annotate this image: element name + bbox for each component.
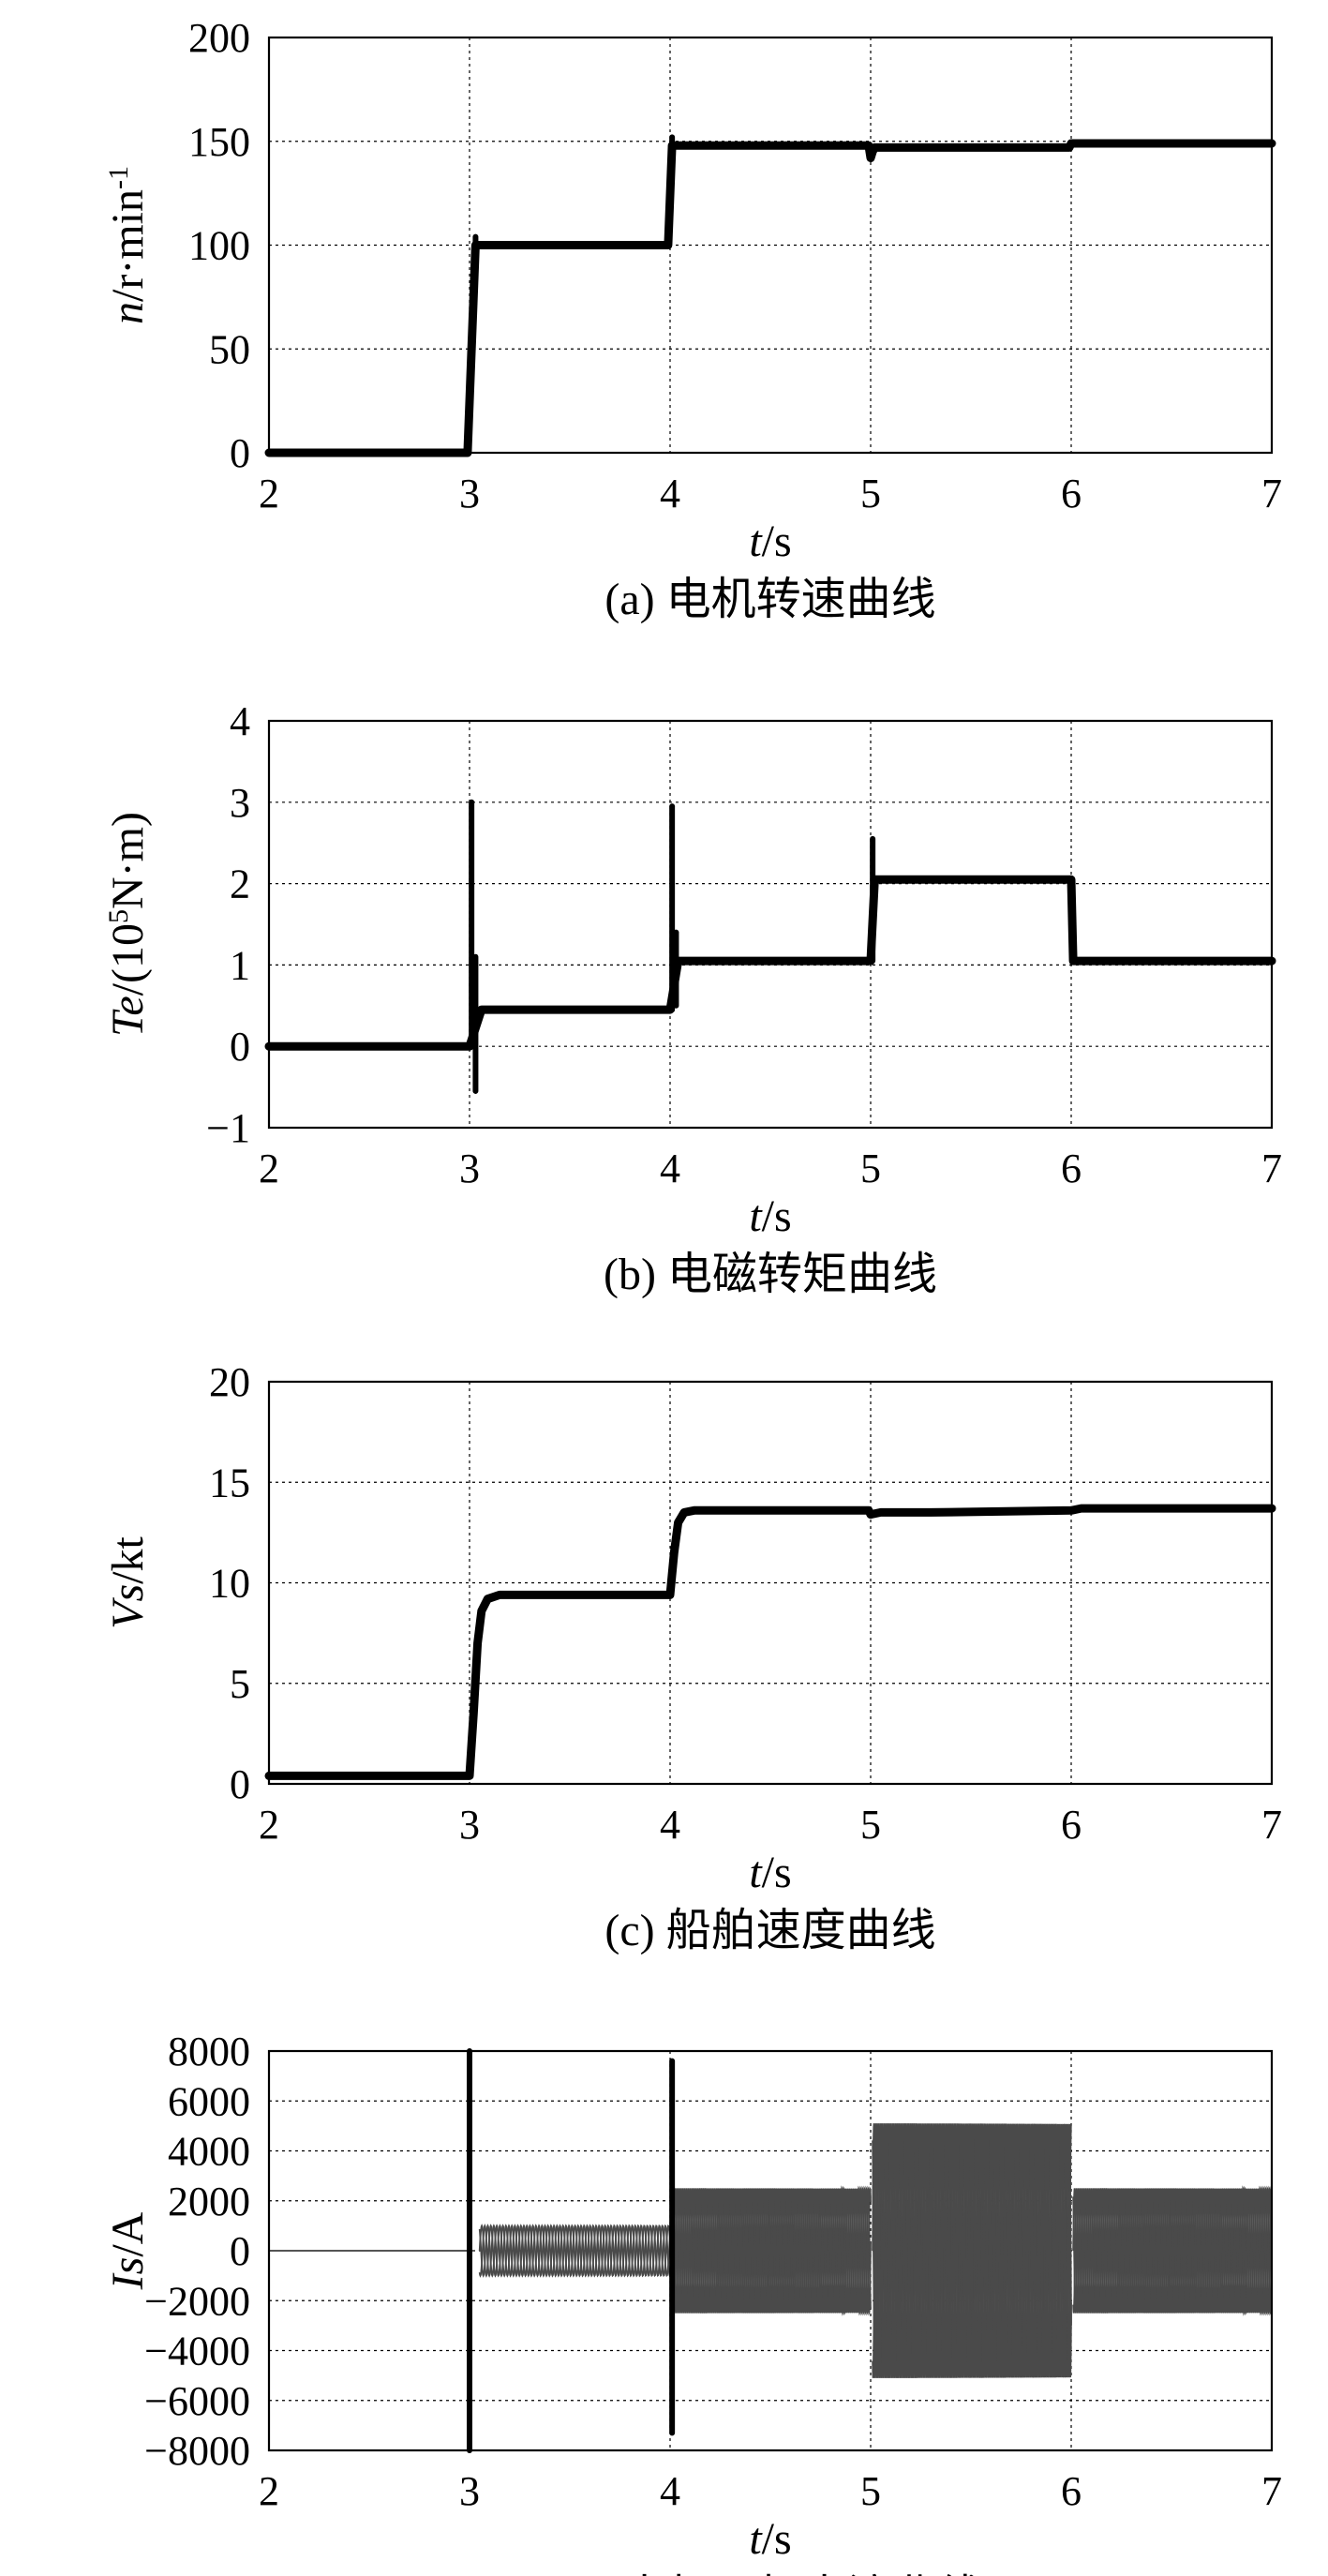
x-tick-label: 6 (1061, 1146, 1082, 1191)
series-line (264, 1504, 1276, 1780)
y-tick-label: 150 (188, 119, 250, 165)
current-phase-3 (478, 2224, 671, 2278)
y-tick-label: 3 (230, 780, 250, 826)
label-part: /(10 (103, 923, 153, 996)
x-tick-label: 7 (1261, 2468, 1282, 2514)
y-tick-label: 8000 (168, 2029, 250, 2074)
label-part: t (749, 2514, 763, 2564)
x-tick-label: 4 (660, 1146, 680, 1191)
label-part: /A (103, 2211, 153, 2256)
y-tick-label: 6000 (168, 2078, 250, 2124)
x-tick-label: 6 (1061, 2468, 1082, 2514)
plot-frame (267, 1380, 1274, 1786)
y-tick-label: 200 (188, 15, 250, 61)
x-tick-label: 4 (660, 1802, 680, 1848)
y-tick-label: 50 (209, 326, 250, 372)
label-part: /r·min (103, 189, 153, 302)
label-part: 5 (103, 909, 134, 923)
x-tick-label: 2 (259, 1146, 279, 1191)
y-axis-label: Te/(105N·m) (103, 812, 154, 1037)
label-part: Te (103, 996, 153, 1037)
label-part: Vs (103, 1584, 153, 1629)
label-part: Is (103, 2257, 153, 2291)
current-phase-3 (872, 2123, 1072, 2378)
panel-speed: 2 3 4 5 6 7 0 50 100 150 200 t/s (a) 电机转速曲线 n/r·min-1 (103, 15, 1283, 624)
y-tick-label: 0 (230, 1024, 250, 1070)
x-axis-label: t/s (749, 2514, 791, 2564)
x-axis-label: t/s (749, 517, 791, 566)
x-tick-label: 7 (1261, 1802, 1282, 1848)
x-axis-label: t/s (749, 1848, 791, 1897)
series-line (264, 875, 1276, 1051)
label-part: t (749, 517, 763, 566)
y-tick-label: 0 (230, 2228, 250, 2274)
y-tick-label: 100 (188, 223, 250, 269)
x-axis-label: t/s (749, 1191, 791, 1241)
panel-ship-speed: 2 3 4 5 6 7 0 5 10 15 20 t/s (c) 船舶速度曲线 Vs/kt (103, 1359, 1282, 1955)
label-part: t (749, 1191, 763, 1241)
label-part: /s (762, 1191, 792, 1241)
series-line (264, 139, 1276, 457)
y-tick-label: 4000 (168, 2129, 250, 2175)
y-axis-label: Is/A (103, 2211, 153, 2290)
x-tick-label: 6 (1061, 1802, 1082, 1848)
panel-caption: (d) 电机三相电流曲线 (559, 2572, 982, 2576)
x-tick-label: 2 (259, 1802, 279, 1848)
label-part: n (103, 302, 153, 324)
x-tick-label: 3 (459, 2468, 480, 2514)
y-tick-label: −2000 (144, 2278, 250, 2324)
x-tick-label: 5 (860, 1146, 881, 1191)
x-tick-label: 5 (860, 471, 881, 517)
plot-frame (267, 719, 1274, 1130)
x-tick-label: 7 (1261, 1146, 1282, 1191)
panel-caption: (b) 电磁转矩曲线 (604, 1250, 937, 1299)
y-axis-label: n/r·min-1 (103, 166, 154, 324)
y-tick-label: 0 (230, 1761, 250, 1807)
panel-caption: (c) 船舶速度曲线 (604, 1906, 935, 1955)
y-tick-label: 1 (230, 942, 250, 988)
y-tick-label: −1 (206, 1105, 250, 1151)
x-tick-label: 3 (459, 1146, 480, 1191)
panel-caption: (a) 电机转速曲线 (604, 575, 935, 624)
x-tick-label: 2 (259, 2468, 279, 2514)
current-phase-3 (1072, 2185, 1273, 2316)
y-tick-label: 2 (230, 861, 250, 907)
label-part: t (749, 1848, 763, 1897)
y-tick-label: 15 (209, 1460, 250, 1505)
y-tick-label: 0 (230, 430, 250, 476)
plot-frame (267, 2049, 1274, 2452)
x-tick-label: 5 (860, 1802, 881, 1848)
label-part: /s (762, 2514, 792, 2564)
x-tick-label: 7 (1261, 471, 1282, 517)
label-part: N·m) (103, 812, 153, 909)
y-tick-label: 5 (230, 1661, 250, 1707)
y-tick-label: −8000 (144, 2428, 250, 2474)
x-tick-label: 5 (860, 2468, 881, 2514)
label-part: /s (762, 1848, 792, 1897)
label-part: /kt (103, 1536, 153, 1584)
current-phase-3 (671, 2185, 872, 2316)
x-tick-label: 6 (1061, 471, 1082, 517)
y-tick-label: −6000 (144, 2378, 250, 2424)
x-tick-label: 3 (459, 1802, 480, 1848)
y-axis-label: Vs/kt (103, 1536, 153, 1629)
x-tick-label: 4 (660, 471, 680, 517)
x-tick-label: 3 (459, 471, 480, 517)
x-tick-label: 2 (259, 471, 279, 517)
label-part: -1 (103, 166, 134, 189)
x-tick-label: 4 (660, 2468, 680, 2514)
y-tick-label: 4 (230, 698, 250, 744)
y-tick-label: −4000 (144, 2329, 250, 2374)
label-part: /s (762, 517, 792, 566)
y-tick-label: 20 (209, 1359, 250, 1405)
current-phase-2 (478, 2224, 671, 2278)
y-tick-label: 10 (209, 1561, 250, 1607)
y-tick-label: 2000 (168, 2179, 250, 2224)
plot-frame (267, 36, 1274, 455)
